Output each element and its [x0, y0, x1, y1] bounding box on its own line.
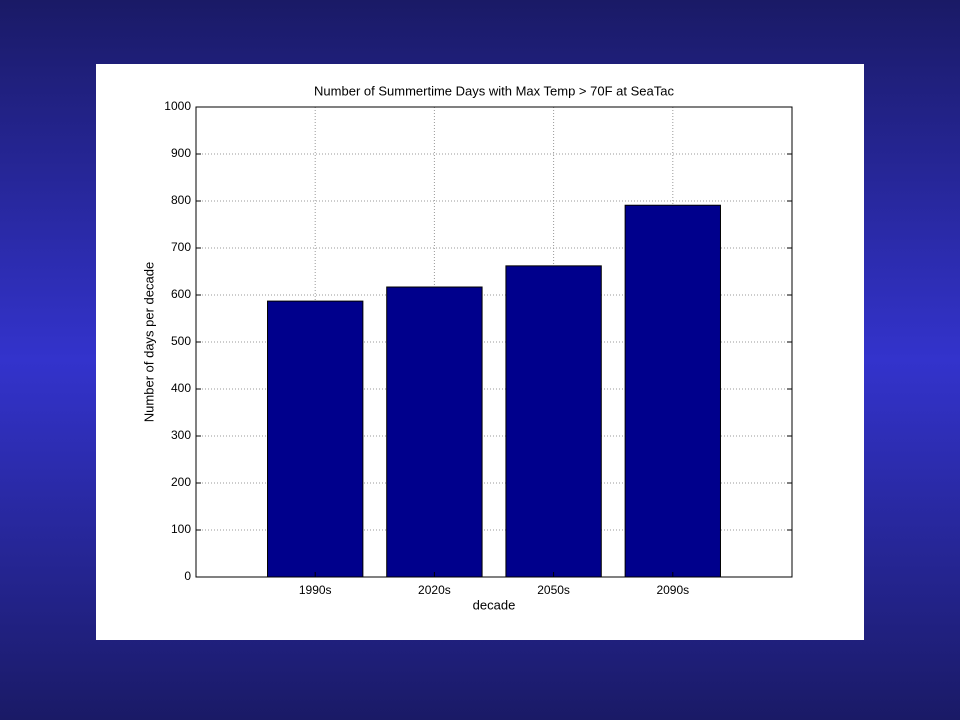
bar: [505, 265, 602, 578]
x-tick-label: 2090s: [656, 583, 689, 597]
y-tick-label: 400: [171, 381, 191, 395]
y-tick-label: 300: [171, 428, 191, 442]
y-tick-label: 100: [171, 522, 191, 536]
y-tick-label: 600: [171, 287, 191, 301]
bar: [386, 286, 483, 578]
y-tick-label: 900: [171, 146, 191, 160]
y-tick-label: 200: [171, 475, 191, 489]
bar: [267, 300, 364, 578]
bar: [624, 204, 721, 578]
chart-title: Number of Summertime Days with Max Temp …: [314, 83, 674, 98]
y-tick-label: 0: [184, 569, 191, 583]
x-tick-label: 1990s: [299, 583, 332, 597]
y-axis-label: Number of days per decade: [141, 262, 156, 422]
y-tick-label: 1000: [164, 99, 191, 113]
x-axis-label: decade: [473, 597, 516, 612]
y-tick-label: 800: [171, 193, 191, 207]
x-tick-label: 2050s: [537, 583, 570, 597]
y-tick-label: 500: [171, 334, 191, 348]
labels: 0 100 200 300 400 500 600 700 800 900 1000 1990s 202…: [164, 99, 792, 597]
x-tick-label: 2020s: [418, 583, 451, 597]
y-tick-label: 700: [171, 240, 191, 254]
bars: [267, 204, 721, 578]
